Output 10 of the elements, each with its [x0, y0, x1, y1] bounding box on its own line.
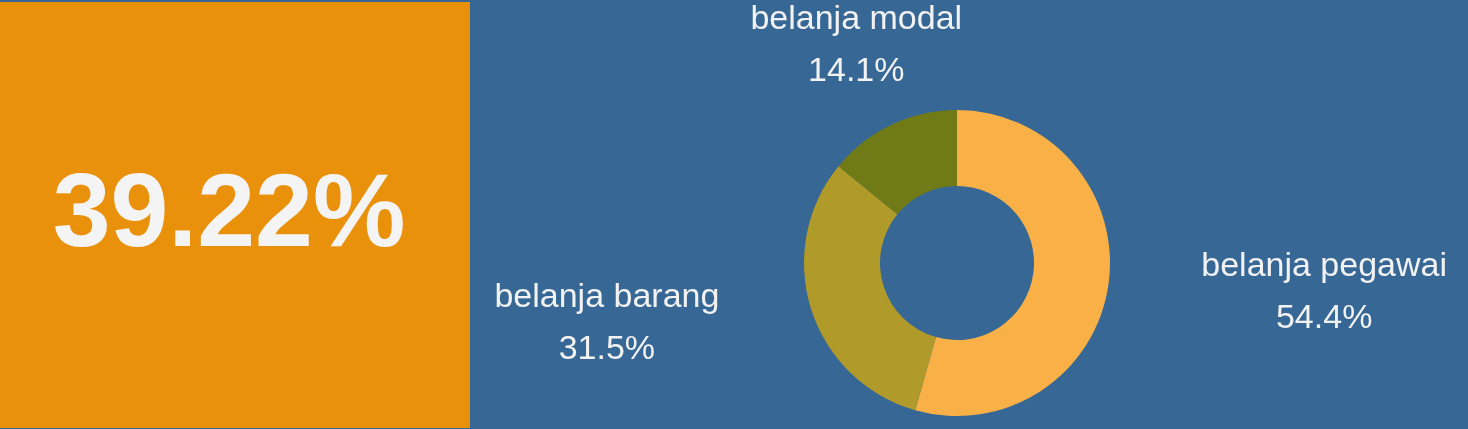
slice-label: belanja barang [494, 275, 720, 314]
donut-slice [915, 110, 1110, 416]
data-label: 54.4% [1275, 296, 1373, 335]
slice-label: belanja modal [750, 0, 963, 36]
donut-slice [838, 110, 957, 215]
text: 39.22% [52, 152, 406, 268]
donut-slice [804, 166, 936, 411]
data-label: 14.1% [808, 49, 905, 88]
data-label: 31.5% [558, 327, 656, 366]
slice-label: belanja pegawai [1201, 244, 1448, 283]
